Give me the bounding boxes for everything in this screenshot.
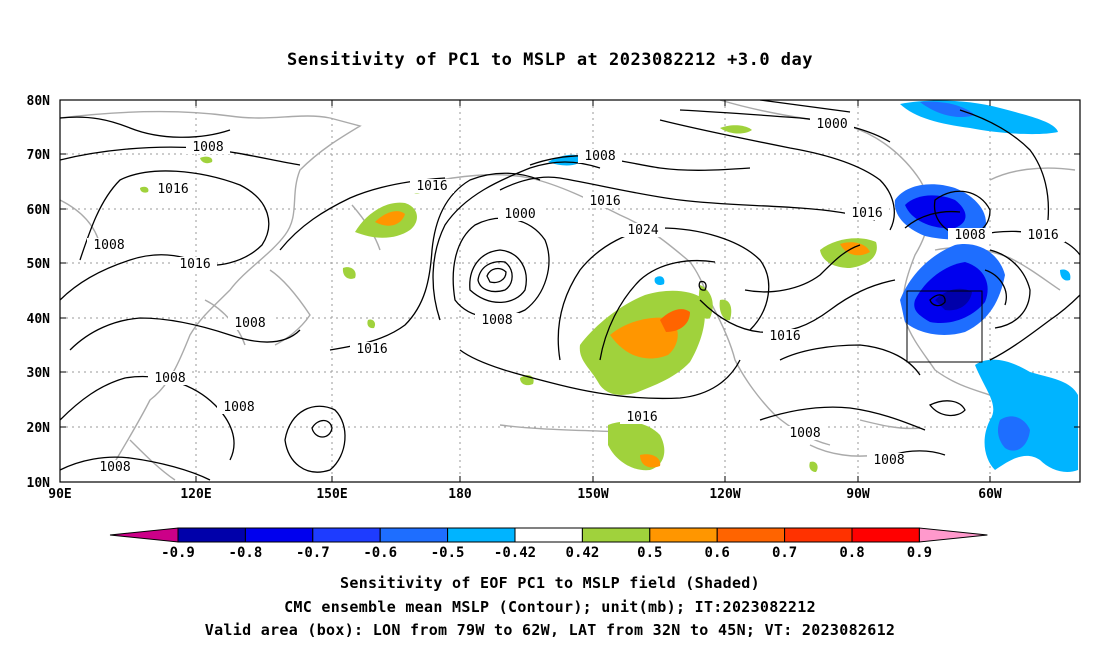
- contour-label: 1008: [234, 316, 265, 331]
- lat-labels: 80N 70N 60N 50N 40N 30N 20N 10N: [27, 94, 51, 491]
- contour-label: 1016: [626, 410, 657, 425]
- colorbar-label: 0.8: [839, 545, 864, 561]
- plot-title: Sensitivity of PC1 to MSLP at 2023082212…: [286, 50, 813, 70]
- colorbar-swatch: [851, 527, 920, 543]
- colorbar-label: 0.9: [907, 545, 932, 561]
- contour-label: 1008: [954, 228, 985, 243]
- lon-labels: 90E 120E 150E 180 150W 120W 90W 60W: [48, 487, 1002, 502]
- colorbar-label: 0.6: [705, 545, 730, 561]
- colorbar-swatch: [244, 527, 314, 543]
- footer-line-2: CMC ensemble mean MSLP (Contour); unit(m…: [284, 598, 816, 616]
- colorbar-swatch: [716, 527, 786, 543]
- lon-label: 120W: [709, 487, 740, 502]
- lat-label: 30N: [27, 366, 51, 381]
- contour-labels: 1008 1016 1008 1016 1008 1008 1016 1008 …: [93, 117, 1059, 475]
- lon-label: 180: [448, 487, 472, 502]
- contour-label: 1008: [584, 149, 615, 164]
- lat-label: 70N: [27, 148, 51, 163]
- contour-label: 1016: [1027, 228, 1058, 243]
- contour-label: 1008: [223, 400, 254, 415]
- contour-label: 1008: [789, 426, 820, 441]
- shading-positive: [140, 125, 877, 472]
- colorbar-swatch: [581, 527, 651, 543]
- lon-label: 120E: [180, 487, 211, 502]
- contour-label: 1016: [416, 179, 447, 194]
- lat-label: 60N: [27, 203, 51, 218]
- colorbar-swatch: [177, 527, 246, 543]
- contour-label: 1016: [157, 182, 188, 197]
- colorbar: -0.9 -0.8 -0.7 -0.6 -0.5 -0.42 0.42 0.5 0.6 0.7 0.…: [109, 527, 988, 561]
- colorbar-swatch: [784, 527, 853, 543]
- contour-label: 1016: [356, 342, 387, 357]
- footer-line-1: Sensitivity of EOF PC1 to MSLP field (Sh…: [340, 574, 760, 592]
- colorbar-swatch: [312, 527, 381, 543]
- colorbar-high-arrow: [918, 527, 988, 543]
- colorbar-label: 0.7: [772, 545, 797, 561]
- contour-label: 1000: [816, 117, 847, 132]
- colorbar-label: -0.7: [296, 545, 330, 561]
- lat-label: 20N: [27, 421, 51, 436]
- lat-label: 10N: [27, 476, 51, 491]
- colorbar-label: -0.42: [494, 545, 536, 561]
- colorbar-label: -0.6: [363, 545, 397, 561]
- contour-label: 1016: [589, 194, 620, 209]
- contour-label: 1016: [179, 257, 210, 272]
- axis-ticks: [60, 99, 1080, 483]
- contour-label: 1008: [873, 453, 904, 468]
- contour-label: 1024: [627, 223, 658, 238]
- colorbar-label: -0.8: [229, 545, 263, 561]
- contour-label: 1008: [481, 313, 512, 328]
- lon-label: 60W: [978, 487, 1002, 502]
- lon-label: 90W: [846, 487, 870, 502]
- lon-label: 150W: [577, 487, 608, 502]
- contour-label: 1000: [504, 207, 535, 222]
- lat-label: 80N: [27, 94, 51, 109]
- colorbar-low-arrow: [109, 527, 179, 543]
- colorbar-label: 0.42: [566, 545, 600, 561]
- lon-label: 90E: [48, 487, 71, 502]
- colorbar-label: 0.5: [637, 545, 662, 561]
- colorbar-swatch: [514, 527, 583, 543]
- colorbar-label: -0.5: [431, 545, 465, 561]
- contour-label: 1008: [93, 238, 124, 253]
- lat-label: 50N: [27, 257, 51, 272]
- lat-label: 40N: [27, 312, 51, 327]
- colorbar-swatch: [649, 527, 718, 543]
- colorbar-label: -0.9: [161, 545, 195, 561]
- contour-label: 1016: [769, 329, 800, 344]
- contour-label: 1008: [192, 140, 223, 155]
- contour-label: 1016: [851, 206, 882, 221]
- colorbar-swatch: [379, 527, 449, 543]
- valid-area-box: [906, 290, 983, 363]
- lon-label: 150E: [316, 487, 347, 502]
- colorbar-swatch: [447, 527, 516, 543]
- contour-label: 1008: [154, 371, 185, 386]
- contour-label: 1008: [99, 460, 130, 475]
- footer-line-3: Valid area (box): LON from 79W to 62W, L…: [204, 621, 896, 639]
